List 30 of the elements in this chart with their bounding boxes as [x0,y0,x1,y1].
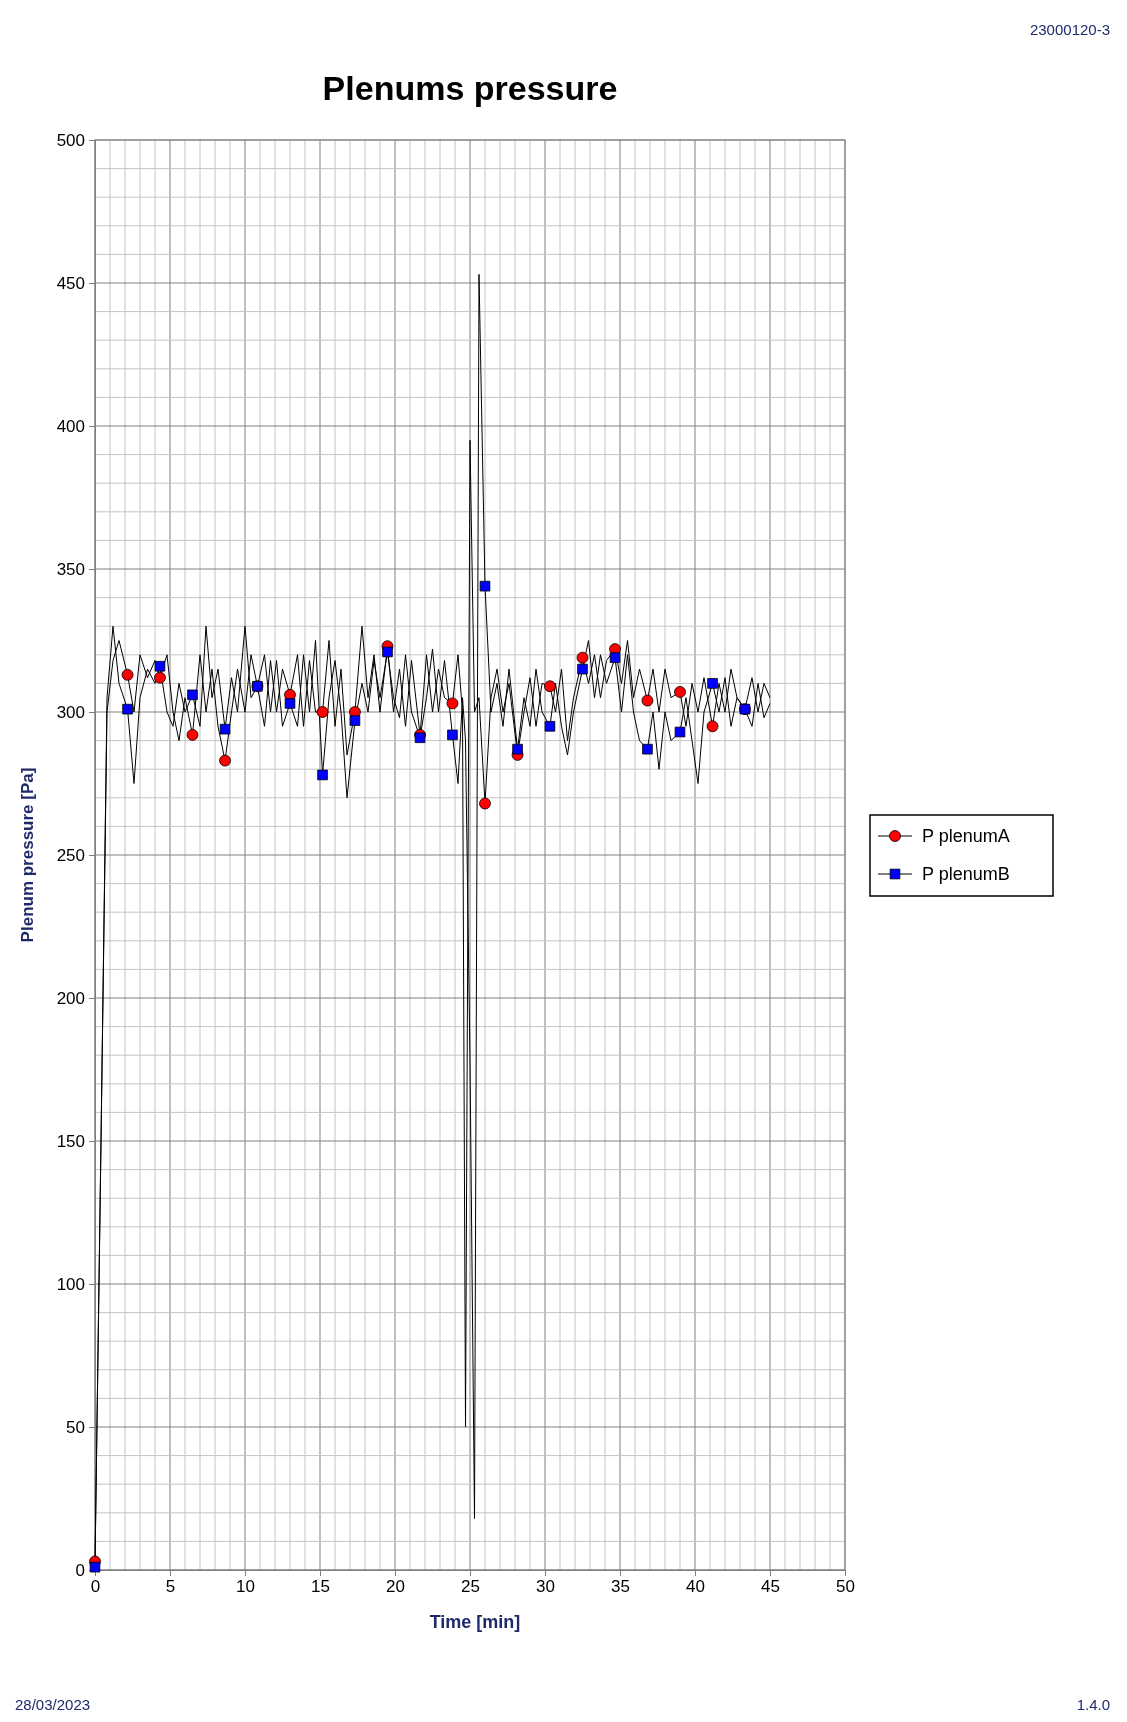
text: 23000120-3 [1029,21,1110,38]
y-tick-label: 400 [56,416,85,436]
x-tick-label: 30 [536,1577,555,1597]
text: 1.4.0 [1076,1696,1110,1713]
text: 28/03/2023 [15,1696,91,1713]
x-tick-label: 5 [165,1577,176,1597]
y-tick-label: 50 [66,1417,85,1437]
x-tick-label: 25 [461,1577,480,1597]
legend-label: P plenumA [922,826,1010,846]
y-tick-label: 0 [75,1560,85,1580]
y-tick-label: 450 [56,273,85,293]
y-tick-label: 300 [56,702,85,722]
x-tick-label: 10 [236,1577,255,1597]
x-axis-title: Time [min] [429,1612,521,1632]
x-tick-label: 35 [611,1577,630,1597]
y-tick-label: 150 [56,1131,85,1151]
x-tick-label: 0 [90,1577,101,1597]
legend-label: P plenumB [922,864,1010,884]
x-tick-label: 20 [386,1577,405,1597]
chart-title: Plenums pressure [322,69,618,107]
x-tick-label: 40 [686,1577,705,1597]
y-tick-label: 200 [56,988,85,1008]
x-tick-label: 50 [836,1577,855,1597]
y-tick-label: 100 [56,1274,85,1294]
x-tick-label: 45 [761,1577,780,1597]
y-tick-label: 500 [56,130,85,150]
y-tick-label: 350 [56,559,85,579]
y-axis-title: Plenum pressure [Pa] [18,767,37,943]
x-tick-label: 15 [311,1577,330,1597]
y-tick-label: 250 [56,845,85,865]
